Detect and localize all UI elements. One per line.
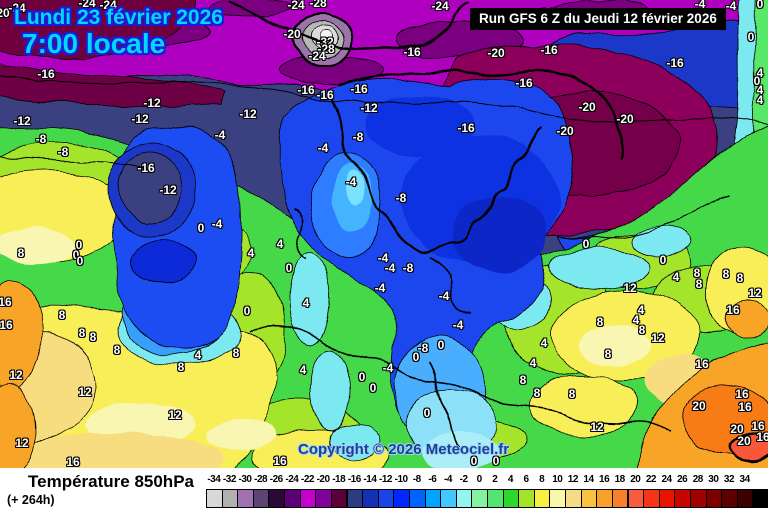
legend-tick-label: -10 bbox=[394, 474, 408, 485]
legend-cell bbox=[362, 489, 379, 508]
model-run-info: Run GFS 6 Z du Jeudi 12 février 2026 bbox=[470, 8, 726, 30]
legend-strip: Température 850hPa (+ 264h) -34 -32 -30 -28… bbox=[0, 468, 768, 512]
legend-cell bbox=[674, 489, 691, 508]
forecast-lead-time: (+ 264h) bbox=[7, 493, 55, 507]
legend-cell bbox=[736, 489, 754, 508]
legend-tick-label: 34 bbox=[739, 474, 751, 485]
forecast-time: 7:00 locale bbox=[22, 28, 166, 60]
legend-tick-label: -32 bbox=[222, 474, 236, 485]
legend-tick-label: -8 bbox=[412, 474, 421, 485]
legend-cell bbox=[565, 489, 582, 508]
legend-tick-label: 12 bbox=[567, 474, 579, 485]
legend-tick-label: -34 bbox=[207, 474, 221, 485]
legend-tick-label: 0 bbox=[476, 474, 483, 485]
legend-cell bbox=[721, 489, 738, 508]
legend-cell bbox=[471, 489, 488, 508]
legend-cell bbox=[518, 489, 535, 508]
legend-tick-label: 6 bbox=[523, 474, 529, 485]
legend-cell bbox=[284, 489, 301, 508]
legend-tick-label: -28 bbox=[254, 474, 268, 485]
legend-tick-label: 14 bbox=[583, 474, 594, 485]
legend-cell bbox=[393, 489, 410, 508]
legend-tick-label: 8 bbox=[539, 474, 545, 485]
legend-cell bbox=[330, 489, 348, 508]
legend-tick-label: -18 bbox=[332, 474, 346, 485]
legend-tick-label: 32 bbox=[723, 474, 735, 485]
legend-tick-label: 16 bbox=[599, 474, 610, 485]
legend-tick-label: -22 bbox=[300, 474, 314, 485]
legend-cell bbox=[237, 489, 254, 508]
copyright-notice: Copyright © 2026 Meteociel.fr bbox=[298, 441, 510, 458]
legend-cell bbox=[549, 489, 567, 508]
temperature-map: 20-24-24-24-24-28-24-24-4-40-20-32-28-24… bbox=[0, 0, 768, 468]
legend-cell bbox=[611, 489, 629, 508]
legend-tick-label: 22 bbox=[645, 474, 657, 485]
legend-cell bbox=[502, 489, 520, 508]
legend-tick-label: -4 bbox=[444, 474, 452, 485]
legend-tick-label: 2 bbox=[492, 474, 498, 485]
legend-cell bbox=[627, 489, 645, 508]
legend-cell bbox=[377, 489, 395, 508]
legend-cell bbox=[752, 489, 768, 508]
legend-tick-label: 4 bbox=[507, 474, 514, 485]
legend-cell bbox=[689, 489, 707, 508]
forecast-datetime: Lundi 23 février 2026 7:00 locale bbox=[14, 6, 223, 60]
legend-cell bbox=[596, 489, 613, 508]
legend-cell bbox=[424, 489, 442, 508]
forecast-date: Lundi 23 février 2026 bbox=[14, 6, 223, 29]
legend-tick-label: -12 bbox=[379, 474, 392, 485]
legend-cell bbox=[299, 489, 317, 508]
legend-tick-label: -30 bbox=[238, 474, 252, 485]
legend-cell bbox=[580, 489, 598, 508]
temperature-field-graphic bbox=[0, 0, 768, 468]
legend-tick-label: 30 bbox=[708, 474, 719, 485]
legend-tick-label: 18 bbox=[614, 474, 626, 485]
legend-tick-label: 28 bbox=[692, 474, 704, 485]
legend-tick-label: -24 bbox=[285, 474, 299, 485]
legend-cell bbox=[440, 489, 457, 508]
parameter-title: Température 850hPa bbox=[28, 472, 194, 491]
legend-tick-label: -26 bbox=[269, 474, 283, 485]
legend-tick-label: -2 bbox=[459, 474, 468, 485]
legend-cell bbox=[315, 489, 332, 508]
legend-cell bbox=[221, 489, 239, 508]
legend-tick-label: -6 bbox=[428, 474, 437, 485]
legend-cell bbox=[206, 489, 223, 508]
legend-cell bbox=[268, 489, 286, 508]
legend-tick-label: -14 bbox=[363, 474, 377, 485]
legend-cell bbox=[643, 489, 660, 508]
legend-cell bbox=[487, 489, 504, 508]
legend-cell bbox=[658, 489, 676, 508]
legend-cell bbox=[533, 489, 551, 508]
legend-tick-label: -16 bbox=[347, 474, 361, 485]
legend-tick-label: 26 bbox=[677, 474, 688, 485]
legend-cell bbox=[455, 489, 473, 508]
color-scale: -34 -32 -30 -28 -26 -24 -22 -20 -18 -16 -14 -12 -10-… bbox=[206, 470, 768, 512]
legend-cell bbox=[346, 489, 364, 508]
legend-cell bbox=[408, 489, 426, 508]
legend-tick-label: -20 bbox=[316, 474, 330, 485]
legend-cell bbox=[705, 489, 723, 508]
legend-tick-label: 10 bbox=[552, 474, 563, 485]
legend-cell bbox=[252, 489, 270, 508]
legend-tick-label: 20 bbox=[630, 474, 641, 485]
legend-tick-label: 24 bbox=[661, 474, 672, 485]
